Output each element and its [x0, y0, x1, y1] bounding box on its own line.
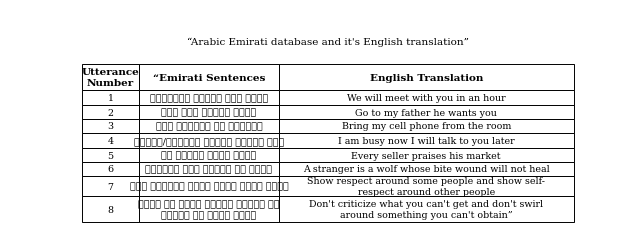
- Text: Utterance
Number: Utterance Number: [82, 68, 140, 88]
- Bar: [139, 91, 279, 106]
- Text: English Translation: English Translation: [369, 74, 483, 83]
- Text: 4: 4: [108, 136, 114, 145]
- Text: Don't criticize what you can't get and don't swirl
around something you can't ob: Don't criticize what you can't get and d…: [309, 199, 543, 219]
- Bar: [139, 65, 279, 91]
- Bar: [139, 133, 279, 149]
- Text: A stranger is a wolf whose bite wound will not heal: A stranger is a wolf whose bite wound wi…: [303, 165, 550, 174]
- Bar: [139, 162, 279, 176]
- Bar: [279, 176, 573, 196]
- Text: سير عند ابويا يياك: سير عند ابويا يياك: [161, 108, 257, 117]
- Text: اللي ما قدرت تييبه واللي ما
تطوله لا تحوم حوله: اللي ما قدرت تييبه واللي ما تطوله لا تحو…: [138, 199, 280, 219]
- Text: كل بيّاع يمدح سوقه: كل بيّاع يمدح سوقه: [161, 151, 257, 160]
- Text: الغريب ذيب وعضته ما تطيب: الغريب ذيب وعضته ما تطيب: [145, 165, 273, 174]
- Bar: [139, 119, 279, 133]
- Bar: [279, 162, 573, 176]
- Text: Every seller praises his market: Every seller praises his market: [351, 151, 501, 160]
- Bar: [83, 65, 139, 91]
- Text: “Arabic Emirati database and it's English translation”: “Arabic Emirati database and it's Englis…: [187, 37, 469, 46]
- Bar: [279, 119, 573, 133]
- Text: 3: 3: [108, 122, 114, 131]
- Bar: [83, 106, 139, 119]
- Text: 5: 5: [108, 151, 114, 160]
- Bar: [83, 133, 139, 149]
- Bar: [83, 119, 139, 133]
- Bar: [83, 91, 139, 106]
- Bar: [279, 91, 573, 106]
- Bar: [83, 162, 139, 176]
- Text: ناس احشمهم وناس احشم نفسك عنهم: ناس احشمهم وناس احشم نفسك عنهم: [129, 182, 288, 191]
- Text: 7: 7: [108, 182, 114, 191]
- Bar: [279, 133, 573, 149]
- Text: Go to my father he wants you: Go to my father he wants you: [355, 108, 497, 117]
- Text: Show respect around some people and show self-
respect around other people: Show respect around some people and show…: [307, 176, 545, 196]
- Bar: [139, 196, 279, 222]
- Bar: [279, 106, 573, 119]
- Bar: [279, 149, 573, 162]
- Text: 1: 1: [108, 94, 114, 103]
- Bar: [83, 196, 139, 222]
- Text: 8: 8: [108, 205, 114, 214]
- Bar: [83, 176, 139, 196]
- Text: بنتلاقي ويّاك عقب ساعة: بنتلاقي ويّاك عقب ساعة: [150, 94, 268, 103]
- Bar: [279, 196, 573, 222]
- Bar: [139, 149, 279, 162]
- Text: 2: 2: [108, 108, 114, 117]
- Bar: [83, 149, 139, 162]
- Text: هات تلفوني من الحجرة: هات تلفوني من الحجرة: [156, 122, 262, 131]
- Text: “Emirati Sentences: “Emirati Sentences: [153, 74, 265, 83]
- Bar: [279, 65, 573, 91]
- Text: I am busy now I will talk to you later: I am busy now I will talk to you later: [338, 136, 515, 145]
- Bar: [139, 176, 279, 196]
- Text: We will meet with you in an hour: We will meet with you in an hour: [347, 94, 506, 103]
- Text: 6: 6: [108, 165, 114, 174]
- Text: Bring my cell phone from the room: Bring my cell phone from the room: [342, 122, 511, 131]
- Bar: [139, 106, 279, 119]
- Text: مشغول/مشغولة الحين برمسك عقب: مشغول/مشغولة الحين برمسك عقب: [134, 136, 284, 145]
